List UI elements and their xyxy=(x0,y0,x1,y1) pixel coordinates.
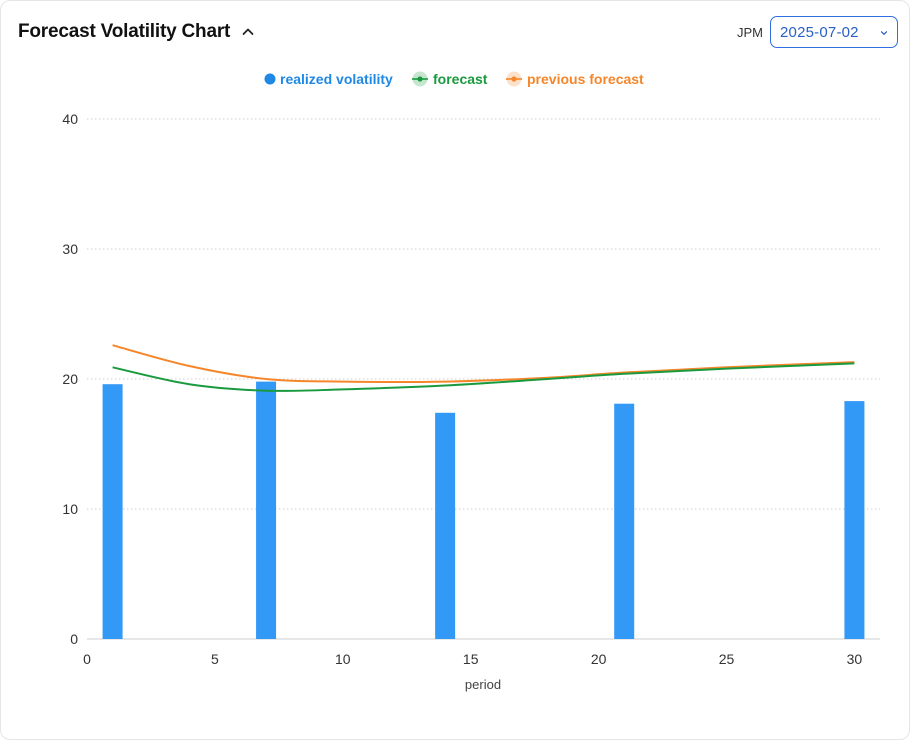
previous-forecast-line[interactable] xyxy=(112,344,855,384)
y-tick-label: 0 xyxy=(70,631,78,647)
x-tick-label: 20 xyxy=(591,651,607,667)
grid xyxy=(87,118,880,640)
chart-title: Forecast Volatility Chart xyxy=(18,21,231,42)
realized-volatility-bar[interactable] xyxy=(435,412,456,639)
y-tick-label: 30 xyxy=(62,241,78,257)
date-select[interactable]: 2025-07-02 xyxy=(770,16,898,48)
date-select-value: 2025-07-02 xyxy=(780,24,859,41)
chevron-down-icon xyxy=(880,31,888,35)
x-tick-label: 0 xyxy=(83,651,91,667)
legend: realized volatility forecast previous fo… xyxy=(264,71,644,87)
legend-previous-marker xyxy=(511,76,517,82)
legend-forecast-label: forecast xyxy=(433,71,488,87)
realized-volatility-bar[interactable] xyxy=(844,401,865,639)
y-tick-label: 10 xyxy=(62,501,78,517)
y-tick-label: 20 xyxy=(62,371,78,387)
legend-previous-label: previous forecast xyxy=(527,71,644,87)
chevron-up-icon[interactable] xyxy=(239,23,257,41)
x-tick-label: 15 xyxy=(463,651,479,667)
x-tick-label: 30 xyxy=(847,651,863,667)
x-tick-label: 5 xyxy=(211,651,219,667)
legend-item-realized[interactable]: realized volatility xyxy=(264,71,394,87)
legend-forecast-marker xyxy=(417,76,423,82)
legend-realized-marker xyxy=(264,73,276,85)
x-axis-title: period xyxy=(465,677,501,692)
realized-volatility-bar[interactable] xyxy=(102,384,123,639)
ticks: 0 10 20 30 40 0 5 10 15 20 25 30 xyxy=(62,111,862,667)
realized-volatility-bar[interactable] xyxy=(614,403,635,639)
realized-volatility-bar[interactable] xyxy=(256,381,277,639)
legend-item-forecast[interactable]: forecast xyxy=(412,71,488,87)
legend-item-previous[interactable]: previous forecast xyxy=(506,71,644,87)
forecast-line[interactable] xyxy=(112,362,855,392)
ticker-label: JPM xyxy=(737,25,763,40)
legend-realized-label: realized volatility xyxy=(280,71,393,87)
x-tick-label: 25 xyxy=(719,651,735,667)
y-tick-label: 40 xyxy=(62,111,78,127)
bars xyxy=(102,381,865,639)
x-tick-label: 10 xyxy=(335,651,351,667)
lines xyxy=(112,344,855,392)
